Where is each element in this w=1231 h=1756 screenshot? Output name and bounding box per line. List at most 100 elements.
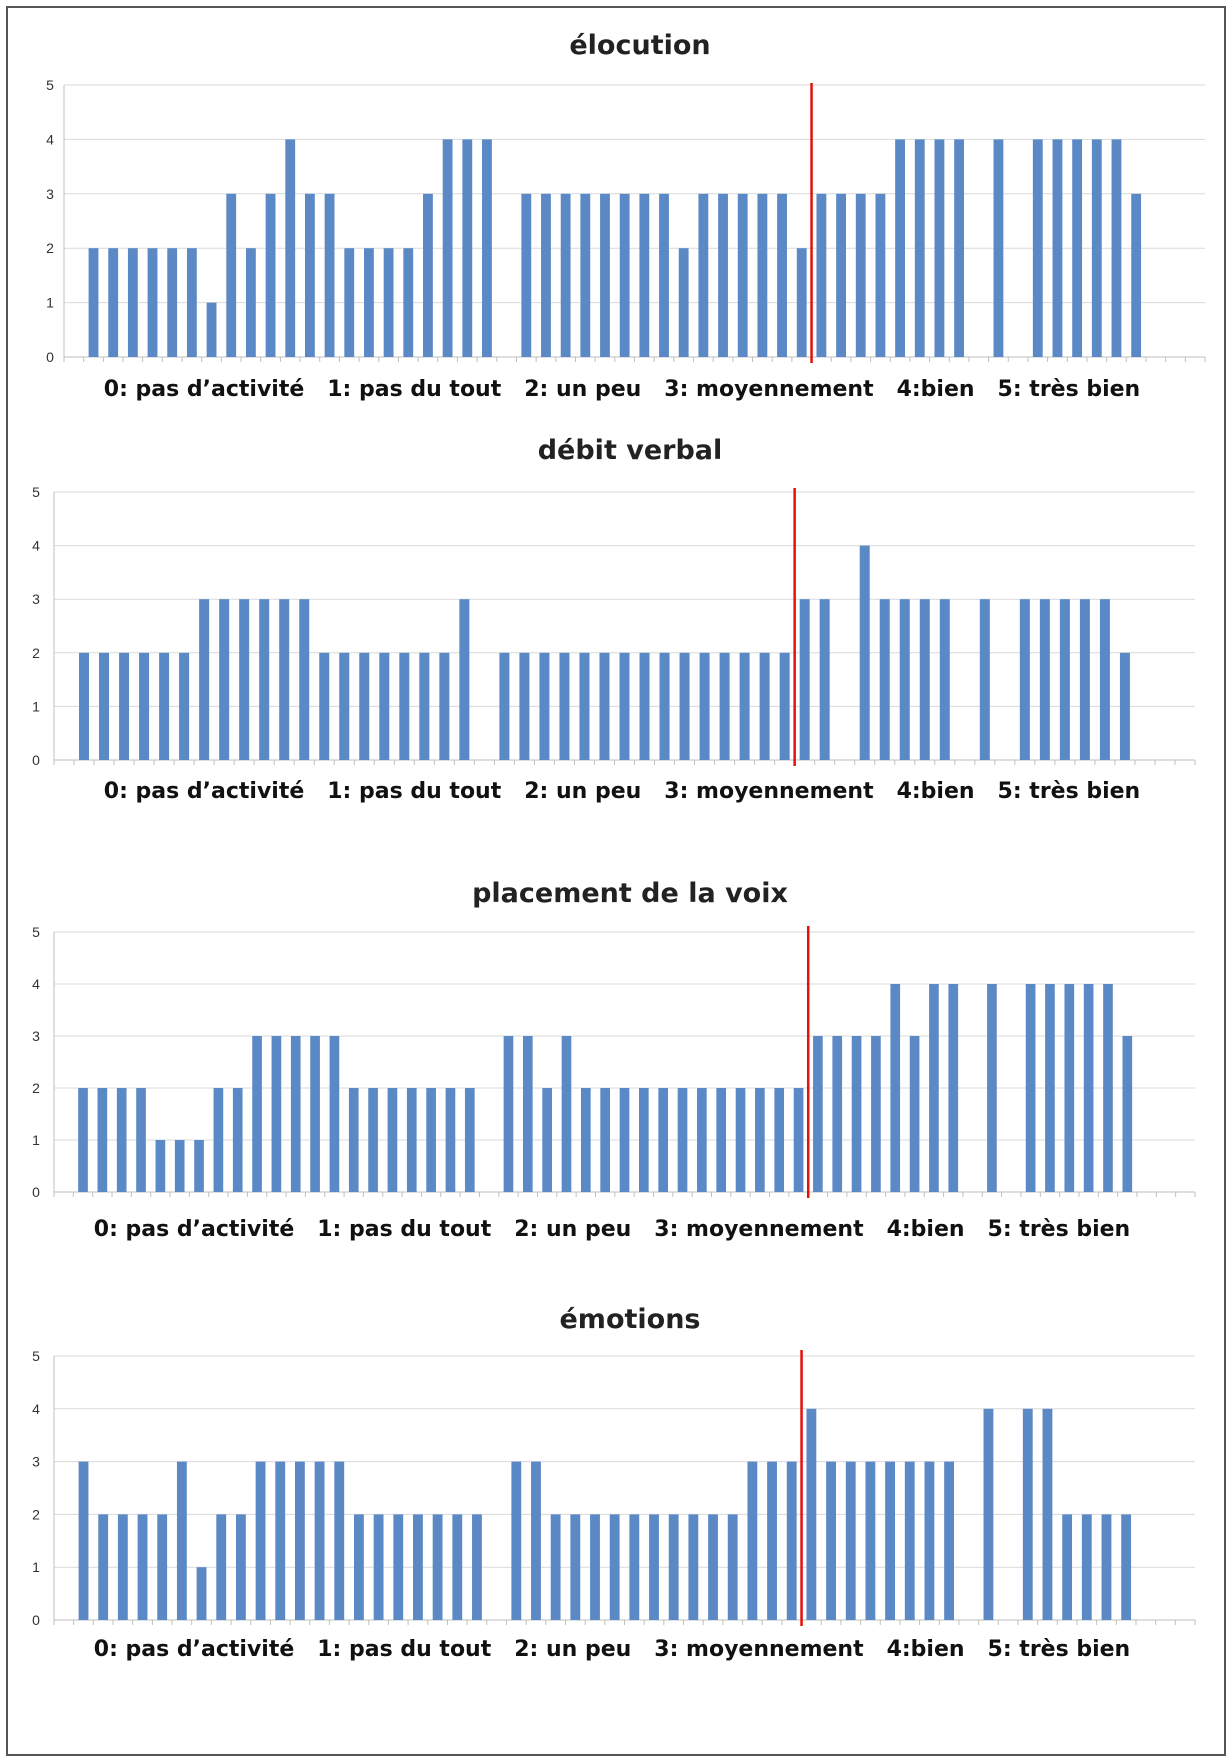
bar: [845, 1461, 856, 1620]
bar: [1079, 599, 1090, 760]
y-tick-label: 4: [46, 131, 54, 147]
y-tick-label: 5: [46, 77, 54, 93]
chart-title: émotions: [560, 1304, 701, 1335]
bar: [176, 1461, 187, 1620]
chart-elocution: élocution 0 1 2 3 4 5 0: pas d’activité 1: pa…: [46, 30, 1206, 402]
bar: [275, 1461, 286, 1620]
bar: [136, 1088, 146, 1192]
y-tick-label: 4: [32, 1401, 40, 1417]
bar: [590, 1514, 600, 1620]
bar: [659, 193, 669, 357]
bar: [373, 1514, 384, 1620]
bar: [560, 193, 571, 357]
bar: [137, 1514, 148, 1620]
bar: [899, 599, 910, 760]
bar: [924, 1461, 935, 1620]
bar: [1059, 599, 1070, 760]
bar: [482, 139, 492, 357]
bar: [699, 652, 710, 760]
chart-emotions: émotions 0 1 2 3 4 5 0: pas d’activité 1: pas…: [32, 1304, 1196, 1662]
bar: [759, 652, 770, 760]
plot-area: 0 1 2 3 4 5: [32, 924, 1196, 1200]
bar: [324, 193, 335, 357]
bar: [739, 652, 750, 760]
bar: [904, 1461, 915, 1620]
bar: [919, 599, 930, 760]
bar: [452, 1514, 463, 1620]
bar: [1032, 139, 1043, 357]
bar: [747, 1461, 758, 1620]
bar: [155, 1140, 166, 1192]
bar: [213, 1088, 224, 1192]
bar: [619, 193, 630, 357]
bar: [127, 248, 138, 357]
bar: [697, 1088, 707, 1192]
bar: [393, 1514, 404, 1620]
bar: [97, 1088, 108, 1192]
bar: [629, 1514, 640, 1620]
bar: [816, 193, 827, 357]
bar: [255, 1461, 266, 1620]
bar: [117, 1514, 128, 1620]
bar: [1103, 984, 1113, 1192]
bar: [1042, 1408, 1053, 1620]
y-tick-label: 3: [32, 591, 40, 607]
bar: [914, 139, 925, 357]
bar: [339, 652, 350, 760]
bar: [344, 248, 355, 357]
rating-legend: 0: pas d’activité 1: pas du tout 2: un p…: [94, 1637, 1130, 1662]
bar: [206, 302, 217, 357]
bar: [716, 1088, 727, 1192]
bar: [1101, 1514, 1112, 1620]
y-tick-label: 0: [32, 752, 40, 768]
bar: [334, 1461, 345, 1620]
bar: [767, 1461, 777, 1620]
bar: [531, 1461, 541, 1620]
bar: [462, 139, 473, 357]
bar: [459, 599, 470, 760]
bar: [649, 1514, 659, 1620]
bar: [1121, 1514, 1132, 1620]
y-tick-label: 5: [32, 1348, 40, 1364]
bar: [851, 1036, 862, 1192]
y-tick-label: 0: [46, 349, 54, 365]
bar: [194, 1140, 204, 1192]
bar: [314, 1461, 325, 1620]
bar: [232, 1088, 243, 1192]
bar: [826, 1461, 836, 1620]
y-tick-label: 0: [32, 1184, 40, 1200]
bar: [541, 193, 551, 357]
y-tick-label: 1: [32, 1559, 40, 1575]
bar: [755, 1088, 765, 1192]
bar: [539, 652, 550, 760]
bar: [88, 248, 99, 357]
bar: [600, 1088, 610, 1192]
bar: [948, 984, 959, 1192]
bar: [796, 248, 807, 357]
y-tick-label: 1: [46, 295, 54, 311]
bar: [499, 652, 510, 760]
y-tick-label: 2: [46, 240, 54, 256]
bar: [174, 1140, 185, 1192]
y-tick-label: 3: [32, 1454, 40, 1470]
bar: [245, 248, 256, 357]
bar: [119, 652, 130, 760]
bar: [909, 1036, 920, 1192]
y-tick-label: 3: [32, 1028, 40, 1044]
bar: [639, 1088, 649, 1192]
bar: [859, 545, 870, 760]
bar: [383, 248, 394, 357]
bar: [779, 652, 790, 760]
bar: [879, 599, 890, 760]
bar: [832, 1036, 843, 1192]
bar: [167, 248, 178, 357]
bar: [252, 1036, 262, 1192]
bar: [1131, 193, 1142, 357]
bar: [619, 652, 630, 760]
bar: [677, 1088, 688, 1192]
bar: [304, 193, 315, 357]
bar: [580, 1088, 591, 1192]
bar: [1045, 984, 1055, 1192]
bar: [855, 193, 866, 357]
